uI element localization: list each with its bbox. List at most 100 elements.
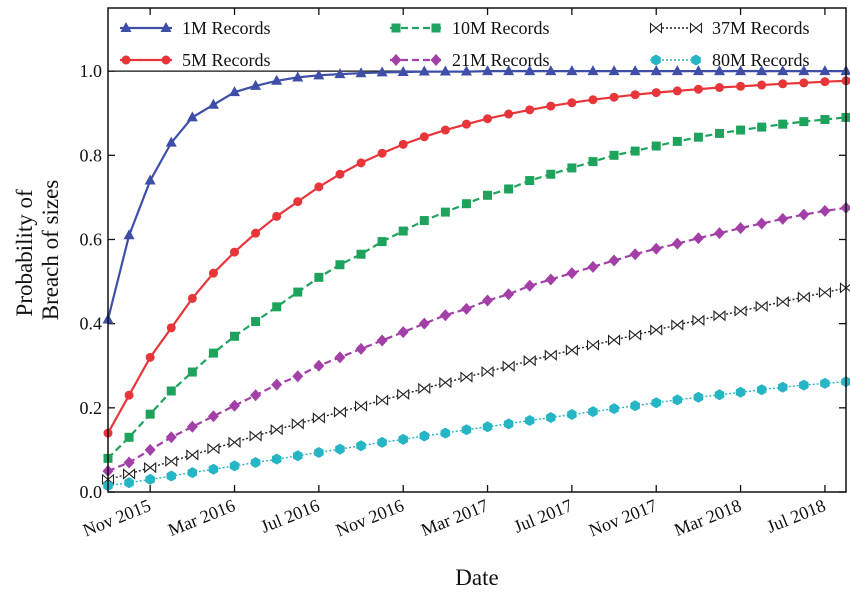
- legend-label: 1M Records: [182, 18, 271, 38]
- legend-item-80m-records: 80M Records: [650, 50, 810, 70]
- data-point: [271, 378, 283, 391]
- data-point: [755, 300, 768, 313]
- data-point: [335, 443, 345, 455]
- data-point: [124, 390, 134, 400]
- series-37m-records: [101, 282, 850, 486]
- y-tick-label: 1.0: [80, 61, 103, 81]
- data-point: [524, 279, 536, 292]
- y-axis-title-line-2: Breach of sizes: [38, 180, 63, 321]
- series-line: [107, 116, 847, 460]
- data-point: [397, 388, 410, 401]
- data-point: [503, 288, 515, 301]
- legend-marker: [431, 23, 441, 33]
- data-point: [482, 421, 493, 433]
- data-point: [123, 456, 135, 469]
- data-point: [335, 260, 345, 270]
- data-point: [799, 78, 809, 88]
- data-point: [756, 384, 767, 396]
- data-point: [440, 427, 451, 439]
- x-tick-label: Jul 2016: [258, 495, 323, 537]
- data-point: [776, 296, 789, 308]
- data-point: [460, 371, 473, 383]
- data-point: [460, 65, 472, 76]
- data-point: [207, 98, 219, 109]
- data-point: [587, 260, 599, 273]
- data-point: [272, 211, 282, 221]
- y-tick-label: 0.0: [80, 482, 103, 502]
- data-point: [777, 212, 789, 225]
- data-point: [778, 119, 788, 129]
- legend-marker: [649, 22, 663, 34]
- data-point: [356, 158, 366, 168]
- data-point: [419, 132, 429, 142]
- data-point: [546, 101, 556, 111]
- data-point: [166, 470, 177, 482]
- data-point: [713, 227, 725, 240]
- data-point: [377, 436, 387, 448]
- data-point: [757, 80, 767, 90]
- data-point: [820, 377, 830, 389]
- data-point: [819, 204, 831, 217]
- data-point: [272, 302, 282, 312]
- data-point: [588, 95, 598, 105]
- data-point: [629, 248, 641, 261]
- data-point: [735, 222, 747, 235]
- data-point: [650, 242, 662, 255]
- data-point: [419, 430, 430, 442]
- data-point: [251, 228, 261, 238]
- data-point: [567, 163, 577, 173]
- legend-item-37m-records: 37M Records: [649, 18, 810, 38]
- data-point: [376, 334, 388, 347]
- data-point: [291, 418, 304, 430]
- data-point: [314, 272, 324, 282]
- data-point: [630, 146, 640, 156]
- data-point: [229, 86, 241, 97]
- y-tick-label: 0.6: [80, 229, 103, 249]
- data-point: [165, 455, 178, 467]
- data-point: [377, 148, 387, 158]
- data-point: [714, 83, 724, 93]
- legend-marker: [430, 54, 442, 66]
- data-point: [692, 314, 705, 326]
- data-point: [818, 286, 831, 299]
- data-point: [461, 424, 472, 436]
- data-point: [270, 424, 283, 436]
- data-point: [650, 65, 662, 76]
- data-point: [693, 132, 703, 142]
- data-point: [799, 379, 809, 391]
- data-point: [333, 406, 346, 418]
- data-point: [671, 319, 684, 331]
- data-point: [145, 473, 155, 485]
- series-layer: [101, 65, 850, 492]
- data-point: [334, 351, 346, 364]
- data-point: [651, 141, 661, 151]
- data-point: [608, 254, 620, 267]
- data-point: [418, 382, 431, 395]
- data-point: [524, 65, 536, 76]
- data-point: [355, 67, 367, 78]
- legend-label: 21M Records: [452, 50, 550, 70]
- data-point: [251, 317, 261, 327]
- data-point: [630, 90, 640, 100]
- data-point: [650, 324, 663, 336]
- data-point: [692, 65, 704, 76]
- x-axis-title: Date: [455, 565, 498, 590]
- data-point: [230, 331, 240, 341]
- data-point: [293, 287, 303, 297]
- data-point: [292, 71, 304, 82]
- y-axis: 0.0 0.2 0.4 0.6 0.8 1.0: [80, 61, 846, 502]
- data-point: [736, 81, 746, 91]
- data-point: [671, 65, 683, 76]
- x-tick-label: Mar 2016: [165, 495, 238, 540]
- data-point: [187, 467, 198, 479]
- data-point: [714, 128, 724, 138]
- data-point: [693, 84, 703, 94]
- data-point: [187, 293, 197, 303]
- data-point: [757, 122, 767, 132]
- data-point: [208, 348, 218, 358]
- x-tick-label: Mar 2018: [671, 495, 744, 540]
- data-point: [566, 267, 578, 280]
- data-point: [398, 226, 408, 236]
- data-point: [376, 66, 388, 77]
- data-point: [545, 65, 557, 76]
